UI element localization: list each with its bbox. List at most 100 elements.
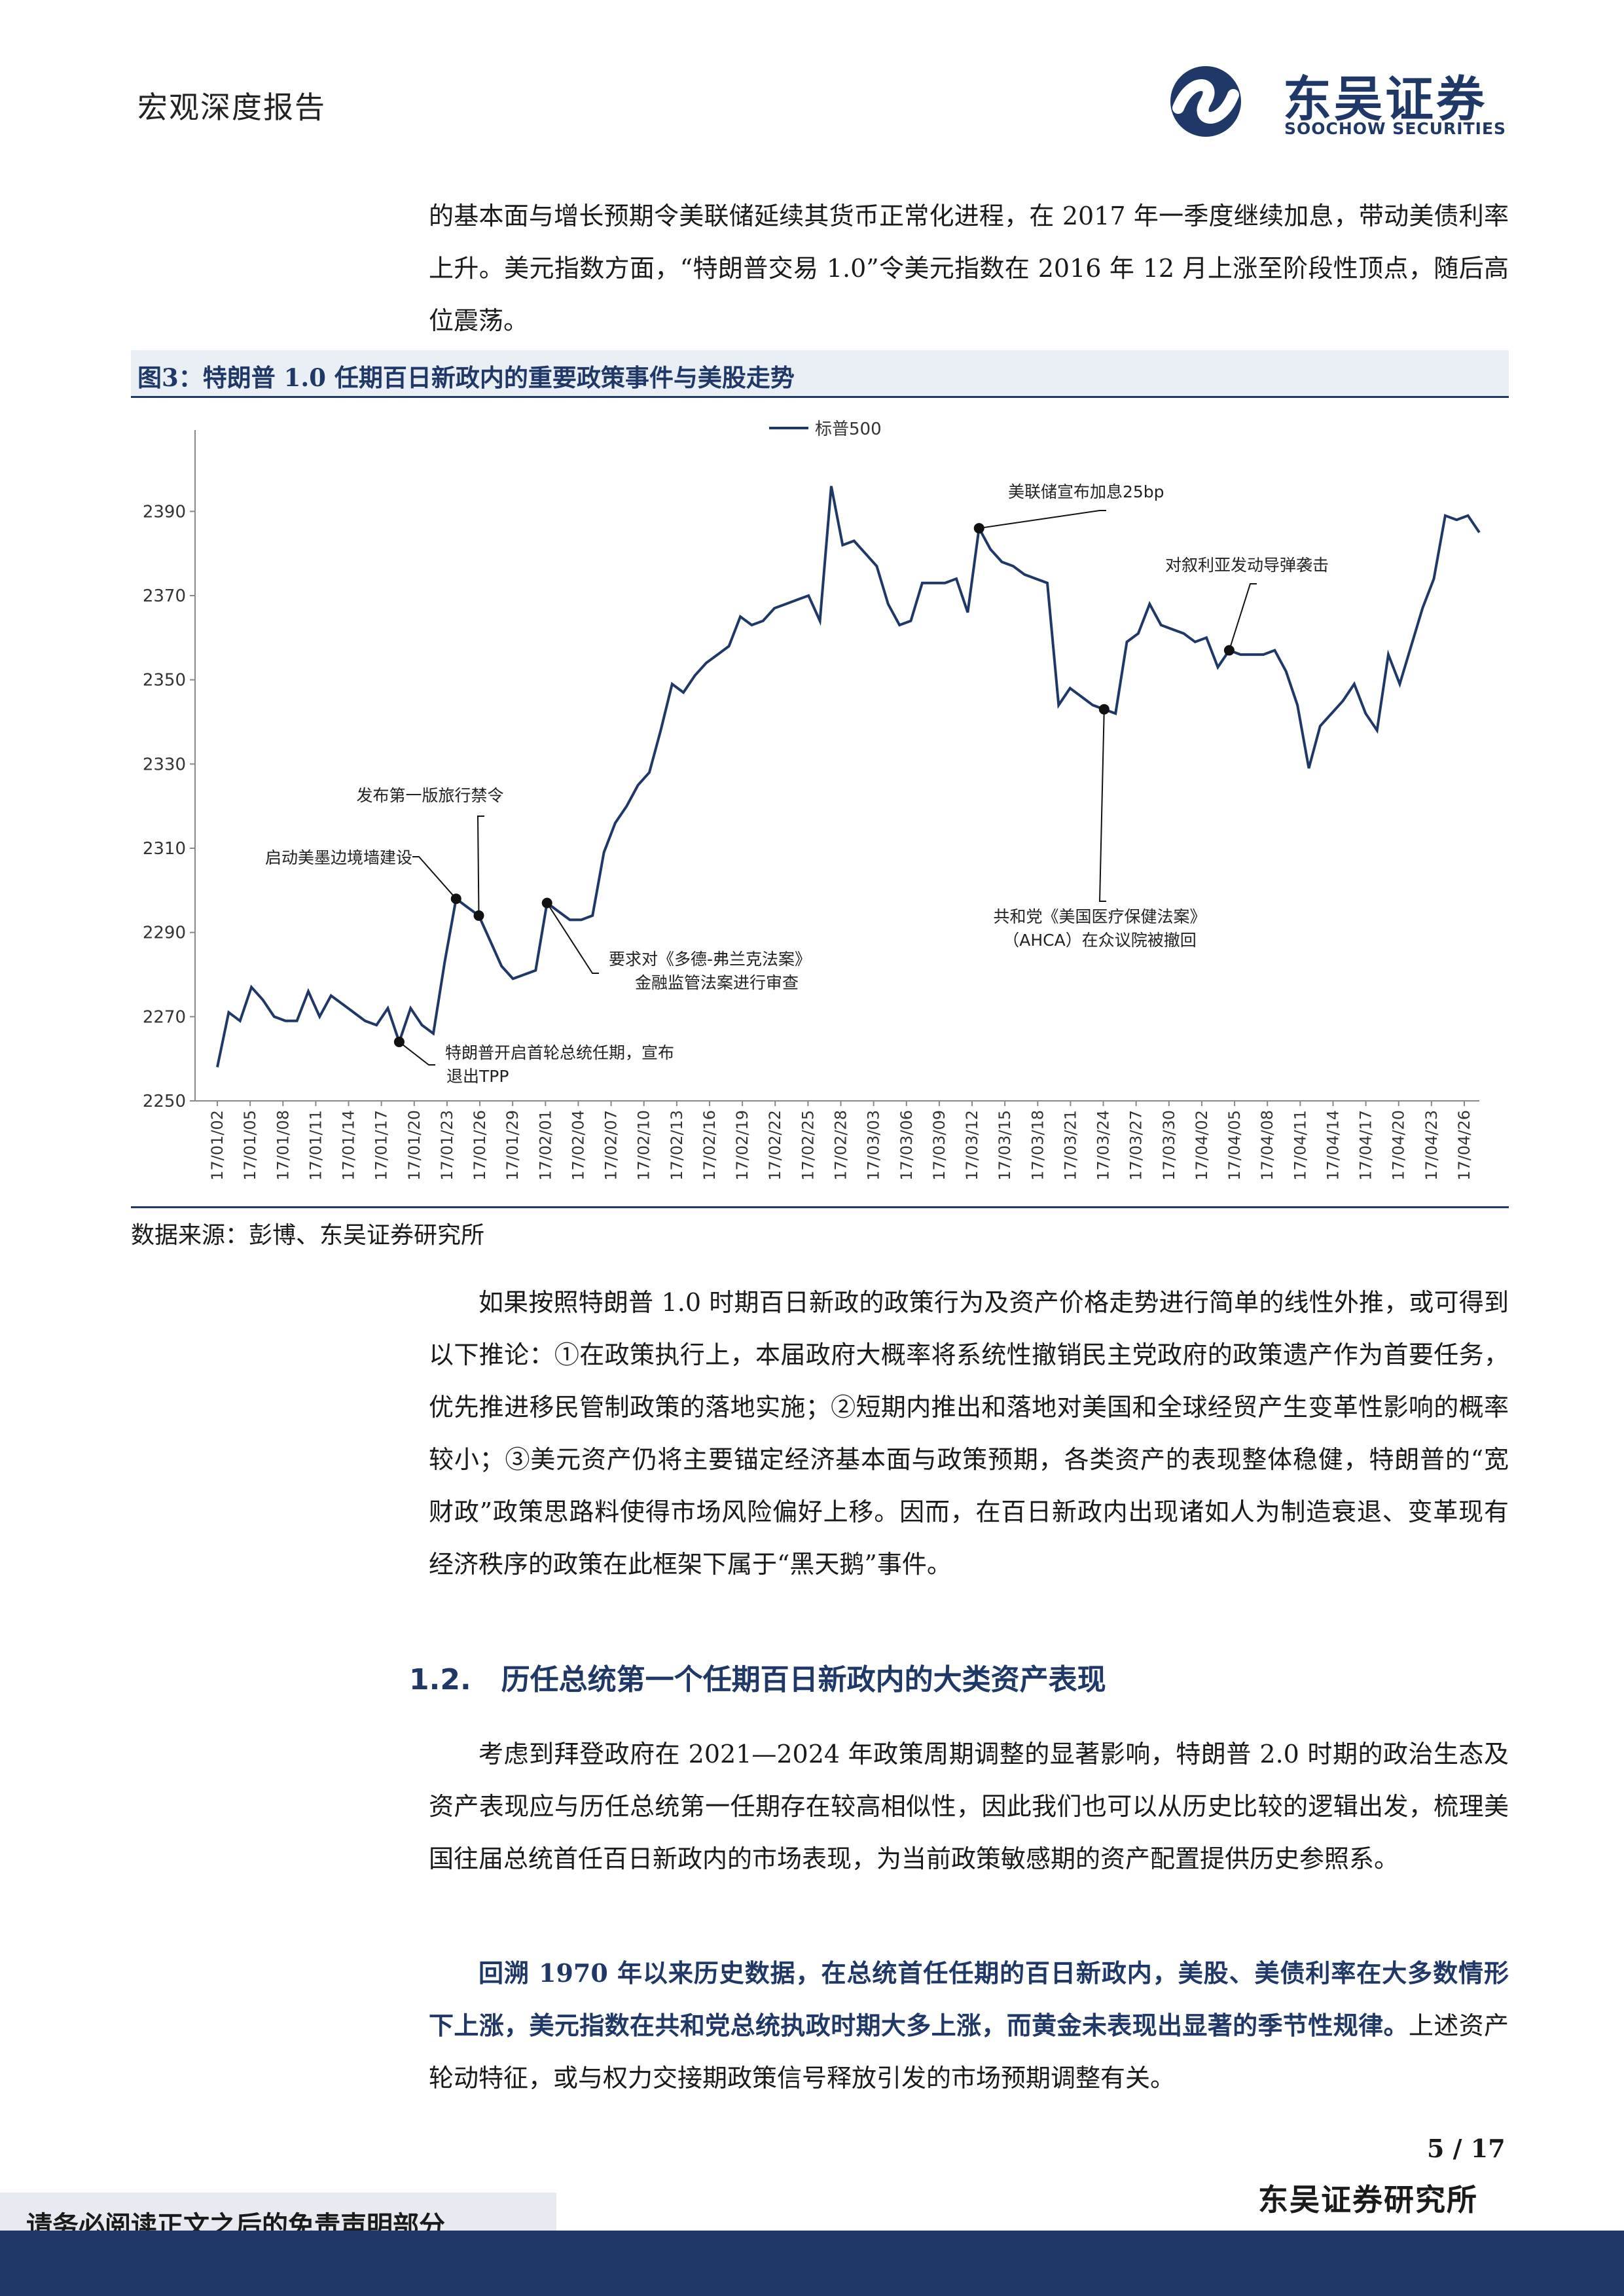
x-tick-label: 17/03/24 [1094, 1110, 1113, 1181]
series-line-sp500 [216, 486, 1481, 1067]
chart-axes [194, 430, 1479, 1102]
x-tick-label: 17/01/23 [438, 1110, 456, 1181]
annotation-label: 要求对《多德-弗兰克法案》金融监管法案进行审查 [609, 950, 811, 992]
soochow-logo-icon [1170, 66, 1241, 137]
annotation-label-line-1: 特朗普开启首轮总统任期，宣布 [445, 1043, 674, 1062]
x-tick-label: 17/01/29 [503, 1110, 522, 1181]
x-tick-label: 17/04/26 [1455, 1110, 1473, 1181]
x-tick-label: 17/04/23 [1422, 1110, 1441, 1181]
annotation-label: 特朗普开启首轮总统任期，宣布退出TPP [445, 1043, 674, 1086]
x-tick-label: 17/04/11 [1291, 1110, 1309, 1181]
figure-top-rule [131, 396, 1509, 398]
y-axis-ticks: 2250 2270 2290 2310 2330 2350 2370 2390 [143, 502, 195, 1111]
annotation-marker [1223, 645, 1235, 656]
y-tick-label: 2270 [143, 1007, 186, 1027]
figure-title-bar: 图3：特朗普 1.0 任期百日新政内的重要政策事件与美股走势 [131, 350, 1509, 396]
annotation-leader-line [1228, 583, 1257, 651]
annotation-label-line-1: 共和党《美国医疗保健法案》 [993, 907, 1206, 926]
x-axis-ticks: 17/01/02 17/01/05 17/01/08 17/01/11 17/01/14… [208, 1101, 1473, 1181]
annotation-marker [473, 910, 484, 921]
sp500-line-chart: 标普500 2250 2270 2290 2310 2330 2350 2370 2390 1… [143, 420, 1481, 1181]
y-tick-label: 2310 [143, 839, 186, 859]
x-tick-label: 17/02/22 [766, 1110, 784, 1181]
x-tick-label: 17/01/02 [208, 1110, 226, 1181]
x-tick-label: 17/01/17 [372, 1110, 391, 1181]
footer-firm-name: 东吴证券研究所 [1258, 2182, 1478, 2217]
annotation-marker [393, 1036, 405, 1047]
annotation-label: 美联储宣布加息25bp [1008, 482, 1164, 501]
x-tick-label: 17/02/04 [569, 1110, 587, 1181]
logo-name-cn: 东吴证券 [1283, 71, 1487, 128]
annotation-label-line-1: 要求对《多德-弗兰克法案》 [609, 950, 811, 969]
key-finding-highlight: 回溯 1970 年以来历史数据，在总统首任任期的百日新政内，美股、美债利率在大多… [429, 1958, 1509, 2040]
x-tick-label: 17/01/08 [274, 1110, 292, 1181]
y-tick-label: 2330 [143, 755, 186, 774]
x-tick-label: 17/01/05 [241, 1110, 259, 1181]
x-tick-label: 17/01/11 [306, 1110, 325, 1181]
y-tick-label: 2350 [143, 671, 186, 691]
annotation-label-line-2: 金融监管法案进行审查 [635, 973, 799, 992]
x-tick-label: 17/03/30 [1160, 1110, 1178, 1181]
y-tick-label: 2370 [143, 586, 186, 606]
x-tick-label: 17/04/14 [1324, 1110, 1342, 1181]
logo-name-en: SOOCHOW SECURITIES [1284, 119, 1507, 138]
x-tick-label: 17/01/14 [340, 1110, 358, 1181]
x-tick-label: 17/04/17 [1357, 1110, 1375, 1181]
x-tick-label: 17/01/20 [405, 1110, 424, 1181]
annotation-marker [541, 897, 552, 908]
annotation-marker [450, 893, 461, 905]
annotation-label: 共和党《美国医疗保健法案》 （AHCA）在众议院被撤回 [993, 907, 1206, 950]
body-paragraph-3: 回溯 1970 年以来历史数据，在总统首任任期的百日新政内，美股、美债利率在大多… [429, 1947, 1509, 2104]
x-tick-label: 17/03/03 [865, 1110, 883, 1181]
annotation-leader-line [477, 816, 484, 916]
x-tick-label: 17/04/08 [1258, 1110, 1276, 1181]
x-tick-label: 17/02/13 [668, 1110, 686, 1181]
x-tick-label: 17/02/16 [700, 1110, 719, 1181]
body-paragraph-2: 考虑到拜登政府在 2021—2024 年政策周期调整的显著影响，特朗普 2.0 … [429, 1740, 1509, 1873]
section-heading: 1.2. 历任总统第一个任期百日新政内的大类资产表现 [409, 1656, 1106, 1698]
x-tick-label: 17/01/26 [471, 1110, 489, 1181]
page-number: 5 / 17 [1427, 2134, 1506, 2163]
annotation-leader-line [546, 903, 599, 974]
section-title: 历任总统第一个任期百日新政内的大类资产表现 [501, 1663, 1106, 1696]
x-tick-label: 17/03/06 [897, 1110, 916, 1181]
x-tick-label: 17/03/21 [1061, 1110, 1079, 1181]
legend-label-sp500: 标普500 [815, 420, 882, 439]
x-tick-label: 17/02/01 [536, 1110, 554, 1181]
key-finding-rest: 上述资产轮动特征，或与权力交接期政策信号释放引发的市场预期调整有关。 [429, 2011, 1509, 2092]
x-tick-label: 17/03/15 [996, 1110, 1014, 1181]
annotation-leader-line [979, 510, 1106, 529]
annotation-label: 发布第一版旅行禁令 [356, 786, 503, 805]
body-paragraph-1: 如果按照特朗普 1.0 时期百日新政的政策行为及资产价格走势进行简单的线性外推，… [429, 1288, 1509, 1579]
annotation-label: 启动美墨边境墙建设 [265, 848, 412, 867]
x-tick-label: 17/03/12 [963, 1110, 981, 1181]
annotation-marker [973, 523, 984, 534]
x-tick-label: 17/03/09 [930, 1110, 948, 1181]
y-tick-label: 2390 [143, 502, 186, 522]
y-tick-label: 2290 [143, 924, 186, 943]
chart-annotations: 特朗普开启首轮总统任期，宣布退出TPP 启动美墨边境墙建设 发布第一版旅行禁令要求对… [265, 482, 1329, 1086]
x-tick-label: 17/02/10 [635, 1110, 653, 1181]
x-tick-label: 17/03/27 [1127, 1110, 1146, 1181]
figure-title: 图3：特朗普 1.0 任期百日新政内的重要政策事件与美股走势 [137, 363, 795, 392]
x-tick-label: 17/04/05 [1225, 1110, 1244, 1181]
intro-paragraph: 的基本面与增长预期令美联储延续其货币正常化进程，在 2017 年一季度继续加息，… [429, 202, 1509, 335]
section-number: 1.2. [409, 1663, 471, 1696]
annotation-leader-line [412, 856, 457, 899]
x-tick-label: 17/02/19 [733, 1110, 751, 1181]
annotation-label-line-2: （AHCA）在众议院被撤回 [1003, 931, 1196, 950]
x-tick-label: 17/03/18 [1028, 1110, 1047, 1181]
annotation-label-line-2: 退出TPP [446, 1067, 509, 1086]
report-type: 宏观深度报告 [137, 90, 326, 125]
x-tick-label: 17/02/25 [799, 1110, 817, 1181]
x-tick-label: 17/02/28 [832, 1110, 850, 1181]
x-tick-label: 17/04/02 [1193, 1110, 1211, 1181]
annotation-leader-line [399, 1041, 435, 1066]
x-tick-label: 17/04/20 [1390, 1110, 1408, 1181]
y-tick-label: 2250 [143, 1092, 186, 1111]
chart-legend: 标普500 [769, 420, 882, 439]
figure-source: 数据来源：彭博、东吴证券研究所 [131, 1222, 485, 1249]
annotation-leader-line [1098, 709, 1106, 902]
x-tick-label: 17/02/07 [602, 1110, 621, 1181]
annotation-label: 对叙利亚发动导弹袭击 [1165, 556, 1329, 575]
